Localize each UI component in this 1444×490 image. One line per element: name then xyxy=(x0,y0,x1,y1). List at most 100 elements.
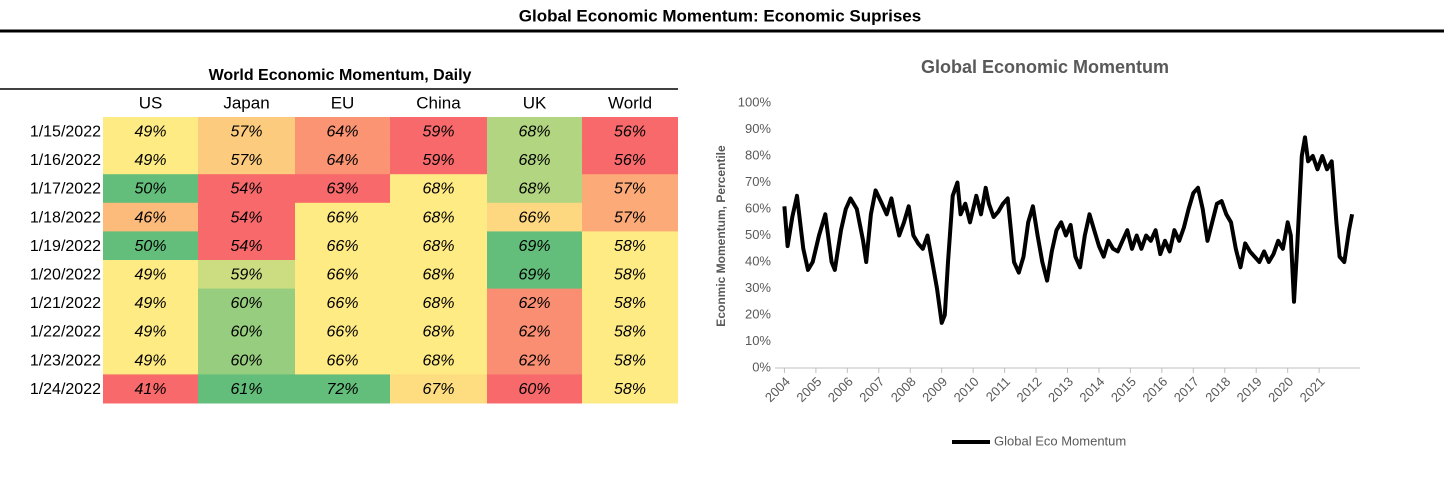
x-tick-label: 2008 xyxy=(888,374,919,405)
x-tick-label: 2015 xyxy=(1108,374,1139,405)
chart-title: Global Economic Momentum xyxy=(921,57,1169,77)
y-tick-label: 50% xyxy=(745,227,771,242)
cell-label: 50% xyxy=(134,238,166,255)
cell-label: 49% xyxy=(134,324,166,341)
y-tick-label: 60% xyxy=(745,200,771,215)
x-tick-label: 2006 xyxy=(825,374,856,405)
cell-label: 60% xyxy=(230,352,262,369)
cell-label: 63% xyxy=(326,181,358,198)
y-tick-label: 40% xyxy=(745,253,771,268)
cell-label: 56% xyxy=(614,152,646,169)
heat-cell xyxy=(582,117,678,147)
row-date: 1/24/2022 xyxy=(30,381,101,398)
heat-cell xyxy=(582,260,678,290)
cell-label: 62% xyxy=(518,295,550,312)
heat-cell xyxy=(582,231,678,261)
y-tick-label: 20% xyxy=(745,306,771,321)
heat-cell xyxy=(390,117,487,147)
cell-label: 57% xyxy=(614,209,646,226)
cell-label: 57% xyxy=(230,152,262,169)
row-date: 1/22/2022 xyxy=(30,324,101,341)
cell-label: 54% xyxy=(230,209,262,226)
heat-cell xyxy=(198,174,295,204)
cell-label: 46% xyxy=(134,209,166,226)
heat-cell xyxy=(198,288,295,318)
cell-label: 59% xyxy=(230,267,262,284)
cell-label: 64% xyxy=(326,152,358,169)
heat-cell xyxy=(390,231,487,261)
cell-label: 49% xyxy=(134,152,166,169)
heat-cell xyxy=(582,145,678,175)
cell-label: 62% xyxy=(518,352,550,369)
heat-cell xyxy=(487,288,582,318)
x-tick-label: 2011 xyxy=(983,374,1013,404)
heat-cell xyxy=(582,202,678,232)
heat-cell xyxy=(582,345,678,375)
x-tick-label: 2004 xyxy=(762,374,793,405)
row-date: 1/21/2022 xyxy=(30,295,101,312)
column-header: UK xyxy=(523,93,547,112)
heat-cell xyxy=(198,231,295,261)
row-date: 1/18/2022 xyxy=(30,209,101,226)
y-tick-label: 30% xyxy=(745,280,771,295)
cell-label: 68% xyxy=(422,295,454,312)
legend-label: Global Eco Momentum xyxy=(994,433,1126,448)
cell-label: 66% xyxy=(326,352,358,369)
heat-cell xyxy=(295,260,390,290)
heat-cell xyxy=(487,260,582,290)
cell-label: 59% xyxy=(422,124,454,141)
heat-cell xyxy=(103,345,198,375)
x-tick-label: 2018 xyxy=(1202,374,1233,405)
cell-label: 67% xyxy=(422,381,454,398)
heat-cell xyxy=(390,145,487,175)
heat-cell xyxy=(582,317,678,347)
heat-cell xyxy=(487,317,582,347)
heat-cell xyxy=(582,288,678,318)
cell-label: 66% xyxy=(326,209,358,226)
cell-label: 41% xyxy=(134,381,166,398)
row-date: 1/20/2022 xyxy=(30,267,101,284)
cell-label: 50% xyxy=(134,181,166,198)
cell-label: 69% xyxy=(518,238,550,255)
heat-cell xyxy=(295,317,390,347)
heat-cell xyxy=(487,345,582,375)
heat-cell xyxy=(295,288,390,318)
heat-cell xyxy=(390,202,487,232)
column-header: US xyxy=(139,93,163,112)
x-tick-label: 2013 xyxy=(1045,374,1076,405)
cell-label: 66% xyxy=(326,267,358,284)
heat-cell xyxy=(103,174,198,204)
heat-cell xyxy=(198,117,295,147)
heat-cell xyxy=(103,117,198,147)
y-tick-label: 70% xyxy=(745,174,771,189)
heat-cell xyxy=(198,345,295,375)
x-tick-label: 2020 xyxy=(1265,374,1296,405)
column-header: EU xyxy=(331,93,355,112)
cell-label: 59% xyxy=(422,152,454,169)
x-tick-label: 2021 xyxy=(1297,374,1328,405)
cell-label: 68% xyxy=(518,124,550,141)
y-tick-label: 0% xyxy=(752,359,771,374)
heat-cell xyxy=(103,260,198,290)
row-date: 1/16/2022 xyxy=(30,152,101,169)
cell-label: 66% xyxy=(518,209,550,226)
row-date: 1/15/2022 xyxy=(30,124,101,141)
x-tick-label: 2007 xyxy=(856,374,887,405)
heat-cell xyxy=(390,317,487,347)
cell-label: 61% xyxy=(230,381,262,398)
cell-label: 49% xyxy=(134,352,166,369)
cell-label: 58% xyxy=(614,267,646,284)
cell-label: 68% xyxy=(518,181,550,198)
heat-cell xyxy=(295,231,390,261)
table-title: World Economic Momentum, Daily xyxy=(209,67,472,84)
cell-label: 54% xyxy=(230,238,262,255)
heat-cell xyxy=(487,174,582,204)
heat-cell xyxy=(390,174,487,204)
x-tick-label: 2012 xyxy=(1014,374,1045,405)
heat-cell xyxy=(487,231,582,261)
heat-cell xyxy=(487,117,582,147)
heat-cell xyxy=(103,374,198,404)
x-tick-label: 2017 xyxy=(1171,374,1202,405)
